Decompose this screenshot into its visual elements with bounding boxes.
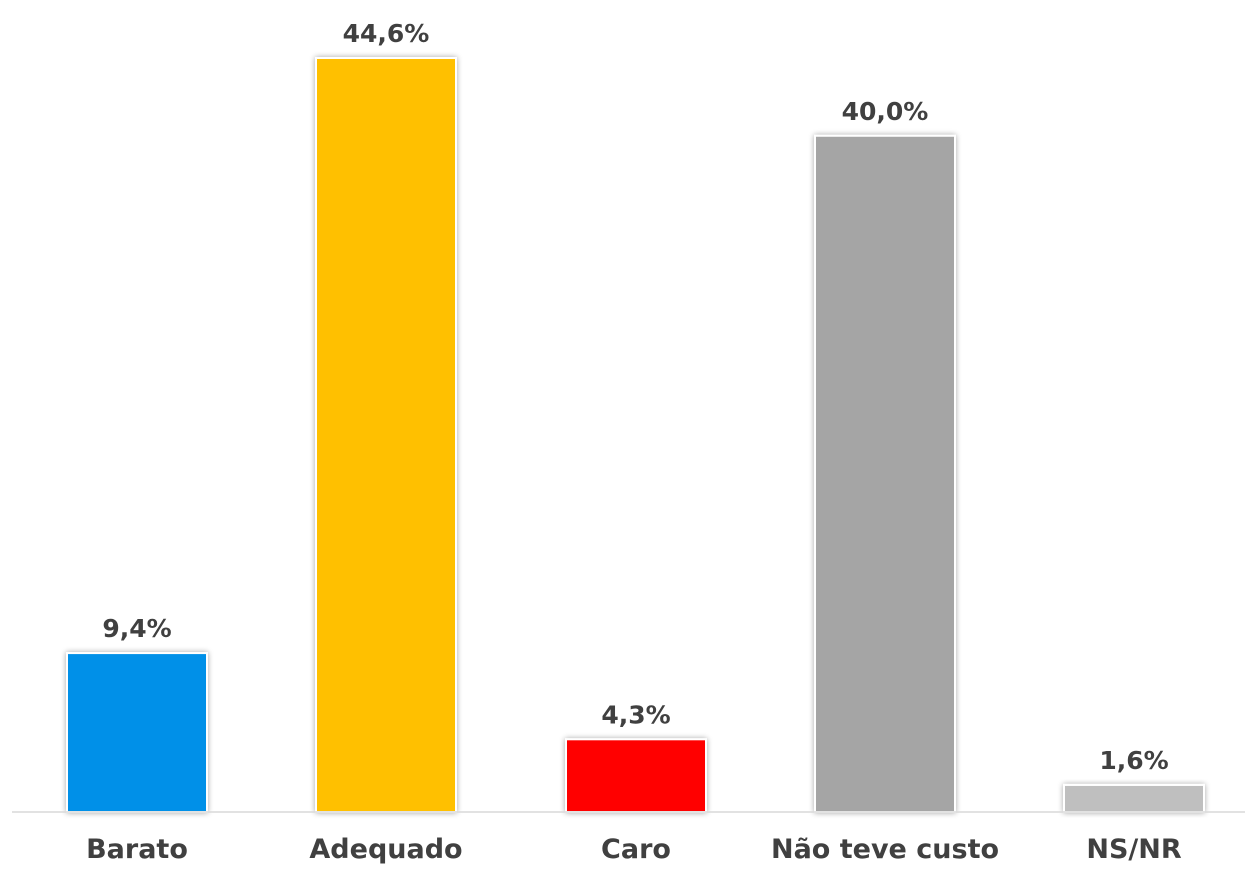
- category-label-3: Caro: [601, 834, 671, 865]
- data-label-1: 9,4%: [102, 614, 171, 643]
- bar-5: [1063, 783, 1205, 814]
- bar-4: [814, 134, 956, 813]
- category-label-4: Não teve custo: [771, 834, 999, 865]
- bars-layer: [66, 57, 1205, 814]
- category-label-2: Adequado: [309, 834, 462, 865]
- data-label-4: 40,0%: [842, 97, 929, 126]
- category-label-1: Barato: [86, 834, 188, 865]
- bar-3: [565, 738, 707, 813]
- data-label-5: 1,6%: [1099, 746, 1168, 775]
- category-label-5: NS/NR: [1086, 834, 1182, 865]
- bar-1: [66, 652, 208, 813]
- data-label-3: 4,3%: [601, 700, 670, 729]
- labels-layer: 9,4% Barato 44,6% Adequado 4,3% Caro 40,0% Não …: [86, 19, 1182, 865]
- data-label-2: 44,6%: [343, 19, 430, 48]
- bar-2: [315, 57, 457, 813]
